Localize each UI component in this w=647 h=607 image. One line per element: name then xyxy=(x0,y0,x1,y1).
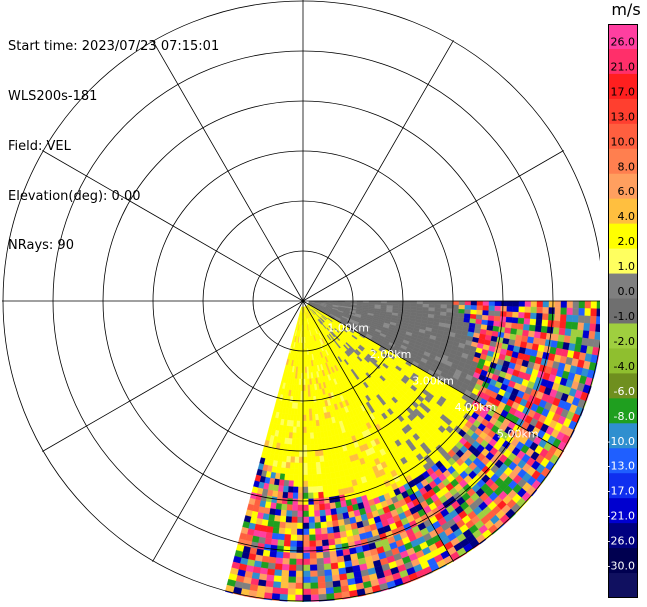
colorbar-segment xyxy=(608,498,638,524)
azimuth-spoke xyxy=(42,300,304,452)
velocity-sector xyxy=(223,300,600,602)
colorbar-tick-label: 8.0 xyxy=(618,160,636,173)
colorbar-segment xyxy=(608,273,638,300)
azimuth-spoke xyxy=(152,300,304,562)
colorbar-segment xyxy=(608,148,638,175)
start-time-label: Start time: 2023/07/23 07:15:01 xyxy=(8,39,220,55)
polar-grid xyxy=(2,0,600,602)
range-ring-label: 4.00km xyxy=(455,401,497,414)
colorbar-tick-label: -21.0 xyxy=(608,510,635,523)
colorbar-segment xyxy=(608,248,638,275)
colorbar-tick-label: -1.0 xyxy=(614,310,635,323)
instrument-label: WLS200s-181 xyxy=(8,88,98,104)
colorbar-tick-label: 13.0 xyxy=(611,110,636,123)
azimuth-spoke xyxy=(42,150,304,302)
elevation-label: Elevation(deg): 0.00 xyxy=(8,188,141,204)
colorbar-segment xyxy=(608,98,638,125)
colorbar-tick-label: -13.0 xyxy=(608,460,635,473)
colorbar-tick-label: -10.0 xyxy=(608,435,635,448)
colorbar-tick-label: 0.0 xyxy=(618,285,636,298)
colorbar: 26.0 21.0 17.0 13.0 10.0 8.0 6.0 4.0 2.0 1.0 0.0 -1… xyxy=(608,24,638,598)
colorbar-segment xyxy=(608,348,638,374)
colorbar-segment xyxy=(608,473,638,499)
range-ring-label: 2.00km xyxy=(370,348,412,361)
range-ring-label: 5.00km xyxy=(497,427,539,440)
azimuth-spoke xyxy=(302,40,454,302)
colorbar-segment xyxy=(608,48,638,75)
colorbar-segment xyxy=(608,373,638,399)
plot-info: Start time: 2023/07/23 07:15:01 WLS200s-… xyxy=(8,6,219,272)
colorbar-tick-label: -4.0 xyxy=(614,360,635,373)
colorbar-tick-label: 21.0 xyxy=(611,60,636,73)
colorbar-segment xyxy=(608,298,638,324)
range-ring-label: 1.00km xyxy=(327,321,369,334)
colorbar-tick-label: 6.0 xyxy=(618,185,636,198)
colorbar-tick-label: -17.0 xyxy=(608,485,635,498)
colorbar-segment xyxy=(608,323,638,349)
azimuth-spoke xyxy=(152,40,304,302)
field-label: Field: VEL xyxy=(8,138,71,154)
colorbar-tick-label: 10.0 xyxy=(611,135,636,148)
colorbar-segment xyxy=(608,198,638,225)
colorbar-tick-label: 17.0 xyxy=(611,85,636,98)
colorbar-segment xyxy=(608,548,638,574)
colorbar-segment xyxy=(608,573,638,598)
nrays-label: NRays: 90 xyxy=(8,238,74,254)
colorbar-tick-label: -30.0 xyxy=(608,560,635,573)
colorbar-segment xyxy=(608,223,638,250)
colorbar-segment xyxy=(608,73,638,100)
colorbar-tick-label: -8.0 xyxy=(614,410,635,423)
colorbar-segment xyxy=(608,423,638,449)
colorbar-segment xyxy=(608,523,638,549)
azimuth-spoke xyxy=(302,300,454,562)
colorbar-tick-label: 1.0 xyxy=(618,260,636,273)
colorbar-segment xyxy=(608,448,638,474)
colorbar-tick-label: -6.0 xyxy=(614,385,635,398)
azimuth-spoke xyxy=(302,300,564,452)
colorbar-segment xyxy=(608,24,638,50)
colorbar-tick-label: -2.0 xyxy=(614,335,635,348)
colorbar-tick-label: 26.0 xyxy=(611,35,636,48)
colorbar-tick-label: -26.0 xyxy=(608,535,635,548)
colorbar-segment xyxy=(608,123,638,150)
colorbar-units: m/s xyxy=(611,0,641,19)
colorbar-tick-label: 4.0 xyxy=(618,210,636,223)
azimuth-spoke xyxy=(302,150,564,302)
range-ring-label: 3.00km xyxy=(412,374,454,387)
colorbar-segment xyxy=(608,398,638,424)
colorbar-segment xyxy=(608,173,638,200)
colorbar-tick-label: 2.0 xyxy=(618,235,636,248)
